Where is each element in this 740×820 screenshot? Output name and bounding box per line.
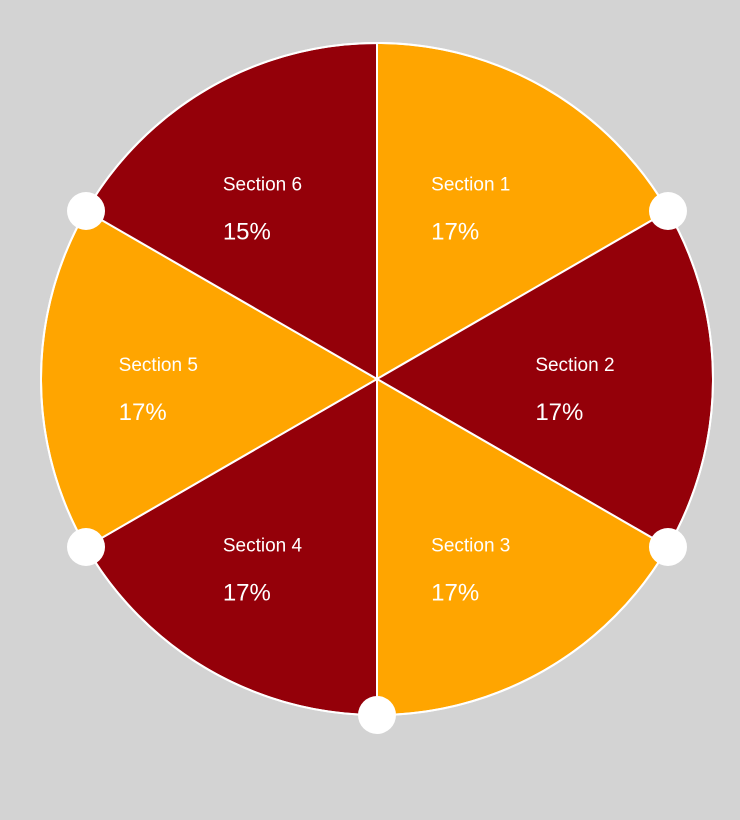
section-6-percent: 15%: [223, 219, 271, 246]
section-5-percent: 17%: [119, 399, 167, 426]
section-4-name: Section 4: [223, 535, 303, 556]
slices-layer: [40, 42, 715, 716]
section-6-name: Section 6: [223, 175, 302, 196]
drag-handle-1[interactable]: [648, 192, 687, 230]
labels-layer: Section 1 17% Section 2 17% Section 3 17% Sect…: [119, 175, 615, 607]
section-5-name: Section 5: [119, 355, 198, 376]
section-2-percent: 17%: [535, 399, 583, 426]
section-3-percent: 17%: [431, 579, 479, 606]
drag-handle-5[interactable]: [67, 192, 106, 230]
section-2-name: Section 2: [535, 355, 614, 376]
section-4-percent: 17%: [223, 579, 271, 606]
handles-layer: [67, 192, 687, 734]
drag-handle-4[interactable]: [67, 528, 106, 566]
drag-handle-2[interactable]: [648, 528, 687, 566]
section-3-name: Section 3: [431, 535, 510, 556]
drag-handle-3[interactable]: [358, 696, 396, 734]
section-1-name: Section 1: [431, 175, 510, 196]
section-1-percent: 17%: [431, 219, 479, 246]
